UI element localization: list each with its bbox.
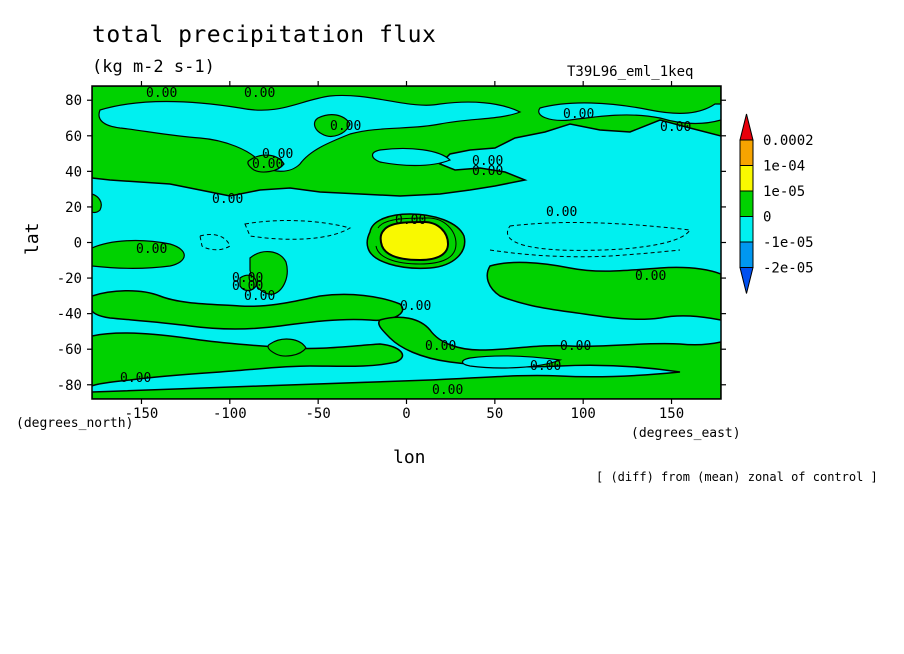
run-label: T39L96_eml_1keq [567,64,694,80]
contour-label: 0.00 [212,192,243,207]
contour-label: 0.00 [635,269,666,284]
colorbar-level-label: 1e-04 [763,159,805,175]
region-north-island-2 [247,154,285,173]
colorbar-level-label: 1e-05 [763,184,805,200]
contour-label: 0.00 [136,242,167,257]
contour-label: 0.00 [146,86,177,101]
region-south-east-1 [486,261,721,321]
contour-label: 0.00 [472,164,503,179]
y-tick-label: 80 [65,93,82,109]
chart-title: total precipitation flux [92,22,437,48]
contour-label: 0.00 [244,289,275,304]
x-tick-label: -50 [306,406,331,422]
x-axis-label: lon [393,447,426,468]
contour-label: 0.00 [120,371,151,386]
y-tick-label: 0 [74,236,82,252]
contour-label: 0.00 [232,279,263,294]
dashed-contour-west [244,220,352,240]
contour-label: 0.00 [262,147,293,162]
y-tick-label: -40 [57,307,82,323]
y-tick-label: 60 [65,129,82,145]
y-tick-label: 20 [65,200,82,216]
x-tick-label: 0 [402,406,410,422]
footnote: [ (diff) from (mean) zonal of control ] [596,470,878,484]
colorbar-segment [739,216,754,243]
colorbar-level-label: -2e-05 [763,261,814,277]
region-south-small [239,274,257,292]
x-axis-unit: (degrees_east) [631,426,741,441]
colorbar-segment [739,165,754,192]
contour-label: 0.00 [546,205,577,220]
region-center-orange-ring [375,217,457,265]
y-ticks: -80 -60 -40 -20 0 20 40 60 80 [57,93,726,394]
contour-label: 0.00 [432,383,463,398]
contour-labels: 0.00 0.000.000.000.000.000.000.000.000.00… [120,86,691,398]
colorbar: 0.0002 1e-04 1e-05 0 -1e-05 -2e-05 [739,113,814,294]
colorbar-segment [739,241,754,268]
contour-label: 0.00 [660,120,691,135]
colorbar-level-label: -1e-05 [763,235,814,251]
chart-subtitle: (kg m-2 s-1) [92,57,215,77]
contour-label: 0.00 [563,107,594,122]
region-west-equator [92,239,185,269]
colorbar-level-label: 0 [763,210,771,226]
region-south-west-2 [92,332,404,387]
region-south-island [267,338,307,357]
contour-label: 0.00 [330,119,361,134]
colorbar-bottom-triangle [739,267,754,294]
region-north-hole-2 [538,102,721,125]
dashed-contour-east-2 [489,249,681,258]
y-tick-label: -60 [57,342,82,358]
region-north-island-1 [313,114,351,137]
dashed-contour-east [507,222,691,251]
y-tick-label: -80 [57,378,82,394]
region-south-west-1 [92,289,404,330]
contour-label: 0.00 [252,157,283,172]
x-tick-label: 50 [486,406,503,422]
x-ticks: -150 -100 -50 0 50 100 150 [125,81,684,422]
contour-label: 0.00 [395,213,426,228]
x-tick-label: -100 [213,406,247,422]
contour-label: 0.00 [472,154,503,169]
colorbar-segment [739,139,754,166]
contour-label: 0.00 [400,299,431,314]
plot-area [92,86,721,399]
y-tick-label: 40 [65,164,82,180]
contour-label: 0.00 [560,339,591,354]
y-axis-unit: (degrees_north) [16,416,134,431]
region-north-hole-1 [98,94,522,172]
region-south-hole [461,355,563,369]
region-center-yellow [379,220,450,262]
x-tick-label: 100 [571,406,596,422]
dashed-contour-west-2 [199,233,231,251]
contour-label: 0.00 [232,271,263,286]
colorbar-top-triangle [739,113,754,141]
region-north-hole-3 [371,147,452,167]
contour-label: 0.00 [425,339,456,354]
y-tick-label: -20 [57,271,82,287]
contour-label: 0.00 [530,359,561,374]
contour-label: 0.00 [244,86,275,101]
x-tick-label: 150 [659,406,684,422]
colorbar-segment [739,190,754,217]
x-tick-label: -150 [125,406,159,422]
colorbar-level-label: 0.0002 [763,133,814,149]
